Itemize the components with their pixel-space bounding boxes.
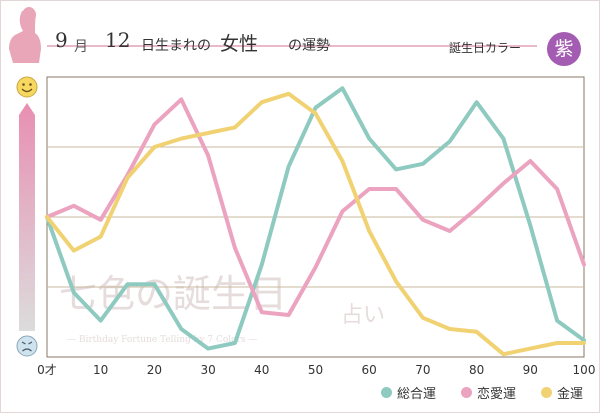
gridlines — [47, 146, 584, 288]
x-tick-label: 70 — [415, 363, 430, 377]
series-line-0 — [45, 86, 586, 351]
series-line-1 — [45, 97, 586, 317]
worried-face-icon — [16, 335, 38, 357]
watermark-sub: 占い — [341, 303, 386, 328]
woman-silhouette-icon — [9, 7, 41, 63]
birth-day: 12 — [105, 28, 131, 52]
title-text: 日生まれの — [141, 38, 211, 54]
legend-swatch — [381, 386, 392, 398]
title-sex: 女性 — [220, 33, 259, 55]
birthday-color-label: 誕生日カラー — [449, 41, 522, 55]
series-lines — [45, 86, 586, 357]
title-luck: の運勢 — [288, 38, 330, 54]
x-tick-label: 90 — [523, 363, 538, 377]
x-tick-label: 0才 — [37, 363, 57, 377]
legend-label: 金運 — [557, 386, 584, 402]
x-tick-label: 20 — [147, 363, 162, 377]
x-tick-label: 100 — [573, 363, 596, 377]
x-axis-ticks: 0才 10 20 30 40 50 60 70 80 90 100 — [37, 363, 595, 377]
legend-item-overall: 総合運 — [381, 382, 436, 402]
x-tick-label: 50 — [308, 363, 323, 377]
birthday-color-badge: 紫 — [547, 32, 581, 66]
header: 9 月 12 日生まれの 女性 の運勢 誕生日カラー 紫 — [1, 1, 599, 66]
series-line-2 — [45, 91, 586, 357]
x-tick-label: 60 — [362, 363, 377, 377]
legend-label: 恋愛運 — [477, 386, 517, 402]
month-unit: 月 — [74, 39, 88, 55]
x-tick-label: 30 — [200, 363, 215, 377]
watermark-caption: — Birthday Fortune Telling by 7 Colors — — [67, 335, 258, 345]
birth-month: 9 — [55, 28, 68, 52]
scale-arrow — [19, 103, 35, 331]
smile-face-icon — [16, 76, 38, 98]
y-scale — [16, 76, 38, 357]
title-underline — [47, 45, 537, 47]
x-tick-label: 40 — [254, 363, 269, 377]
legend-swatch — [461, 386, 472, 398]
legend-label: 総合運 — [397, 386, 437, 402]
x-tick-label: 10 — [93, 363, 108, 377]
legend-item-love: 恋愛運 — [461, 382, 516, 402]
x-tick-label: 80 — [469, 363, 484, 377]
legend-item-money: 金運 — [541, 382, 583, 402]
legend-swatch — [541, 386, 552, 398]
